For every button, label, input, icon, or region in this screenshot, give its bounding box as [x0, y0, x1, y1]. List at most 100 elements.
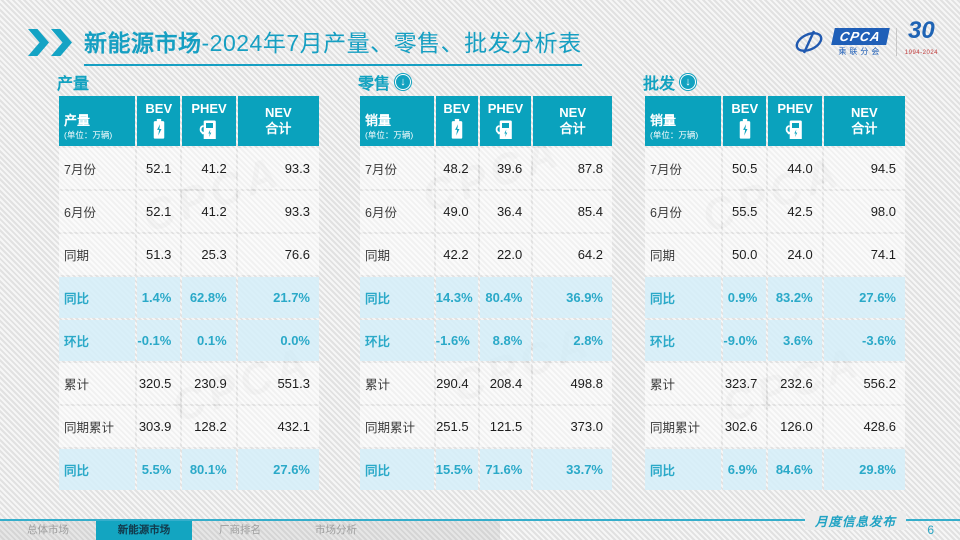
footer-tab-总体市场[interactable]: 总体市场 [27, 524, 69, 536]
cell-value: 22.0 [479, 234, 532, 275]
battery-icon [739, 118, 751, 139]
table-row: 同比 1.4% 62.8% 21.7% [59, 277, 319, 318]
table-row: 环比 -1.6% 8.8% 2.8% [360, 320, 612, 361]
cell-value: 51.3 [137, 234, 181, 275]
cell-value: 290.4 [435, 363, 478, 404]
table-row: 6月份 49.0 36.4 85.4 [360, 191, 612, 232]
cell-value: -9.0% [723, 320, 767, 361]
nev-label-line2: 合计 [559, 121, 586, 136]
logo-area: CPCA 乘联分会 30 1994-2024 [793, 19, 938, 64]
cell-value: 71.6% [479, 449, 532, 490]
footer-tab-新能源市场[interactable]: 新能源市场 [96, 521, 192, 540]
cell-value: 251.5 [435, 406, 478, 447]
cell-value: 232.6 [768, 363, 822, 404]
cell-value: 5.5% [137, 449, 181, 490]
nev-label-line1: NEV [559, 104, 586, 120]
corner-label: 产量 [64, 113, 91, 129]
cell-value: 121.5 [479, 406, 532, 447]
row-label: 同比 [360, 449, 434, 490]
table-row: 累计 323.7 232.6 556.2 [645, 363, 905, 404]
phev-label: PHEV [191, 101, 227, 117]
phev-column-header: PHEV [768, 96, 822, 146]
nev-column-header: NEV 合计 [533, 96, 612, 146]
cell-value: 52.1 [137, 148, 181, 189]
row-label: 同期 [59, 234, 136, 275]
bev-label: BEV [731, 101, 759, 117]
table-row: 7月份 50.5 44.0 94.5 [645, 148, 905, 189]
row-label: 6月份 [59, 191, 136, 232]
battery-icon [153, 118, 165, 139]
cpca-logo-text: CPCA [831, 27, 890, 45]
section-title-production: 产量 [57, 72, 321, 93]
phev-column-header: PHEV [479, 96, 532, 146]
cell-value: -3.6% [823, 320, 905, 361]
table-row: 同比 0.9% 83.2% 27.6% [645, 277, 905, 318]
phev-label: PHEV [487, 101, 524, 117]
footer-tab-厂商排名[interactable]: 厂商排名 [219, 524, 261, 536]
row-label: 同期累计 [360, 406, 434, 447]
bev-column-header: BEV [435, 96, 478, 146]
table-row: 同期累计 302.6 126.0 428.6 [645, 406, 905, 447]
cell-value: 55.5 [723, 191, 767, 232]
cell-value: 50.5 [723, 148, 767, 189]
charger-icon [496, 120, 513, 139]
cpca-swoosh-icon [795, 30, 823, 54]
cell-value: 428.6 [823, 406, 905, 447]
row-label: 累计 [59, 363, 136, 404]
cell-value: 50.0 [723, 234, 767, 275]
row-label: 同比 [645, 449, 722, 490]
cell-value: 3.6% [768, 320, 822, 361]
cell-value: 94.5 [823, 148, 905, 189]
cell-value: 373.0 [533, 406, 612, 447]
battery-icon [451, 118, 462, 139]
table-row: 累计 320.5 230.9 551.3 [59, 363, 319, 404]
download-arrow-icon[interactable]: ↓ [680, 74, 697, 90]
cell-value: 21.7% [237, 277, 319, 318]
section-title-label: 零售 [358, 76, 391, 93]
cell-value: 551.3 [237, 363, 319, 404]
footer-tab-bar: 总体市场 新能源市场 厂商排名 市场分析 [0, 521, 500, 540]
cell-value: 76.6 [237, 234, 319, 275]
double-chevron-icon [28, 29, 74, 56]
table-row: 同期 51.3 25.3 76.6 [59, 234, 319, 275]
row-label: 同比 [59, 449, 136, 490]
row-label: 同比 [59, 277, 136, 318]
nev-label-line2: 合计 [851, 121, 878, 136]
cell-value: 41.2 [182, 148, 236, 189]
logo-divider [895, 28, 897, 56]
row-label: 累计 [360, 363, 434, 404]
cell-value: -1.6% [435, 320, 478, 361]
wholesale-table-section: 批发 ↓ 销量 (单位：万辆) BEV [643, 72, 907, 492]
cell-value: 98.0 [823, 191, 905, 232]
chevron-right-icon [51, 29, 72, 56]
row-label: 7月份 [59, 148, 136, 189]
production-table-section: 产量 产量 (单位：万辆) BEV [57, 72, 321, 492]
cell-value: 27.6% [823, 277, 905, 318]
download-arrow-icon[interactable]: ↓ [395, 74, 412, 90]
bev-label: BEV [145, 101, 173, 117]
bev-label: BEV [443, 101, 471, 117]
nev-label-line1: NEV [264, 104, 292, 120]
cell-value: 208.4 [479, 363, 532, 404]
table-row: 累计 290.4 208.4 498.8 [360, 363, 612, 404]
cell-value: 0.1% [182, 320, 236, 361]
cell-value: 323.7 [723, 363, 767, 404]
charger-icon [199, 120, 216, 139]
cell-value: 498.8 [533, 363, 612, 404]
cell-value: 33.7% [533, 449, 612, 490]
row-label: 同比 [360, 277, 434, 318]
cell-value: 42.5 [768, 191, 822, 232]
footer-tab-市场分析[interactable]: 市场分析 [315, 524, 357, 536]
cell-value: 62.8% [182, 277, 236, 318]
row-label: 同期 [360, 234, 434, 275]
row-label: 7月份 [645, 148, 722, 189]
table-row: 6月份 55.5 42.5 98.0 [645, 191, 905, 232]
cell-value: 87.8 [533, 148, 612, 189]
anniversary-years: 1994-2024 [904, 50, 938, 56]
row-label: 环比 [645, 320, 722, 361]
cell-value: 25.3 [182, 234, 236, 275]
cpca-logo: CPCA 乘联分会 [831, 27, 890, 57]
cell-value: 302.6 [723, 406, 767, 447]
cell-value: 8.8% [479, 320, 532, 361]
